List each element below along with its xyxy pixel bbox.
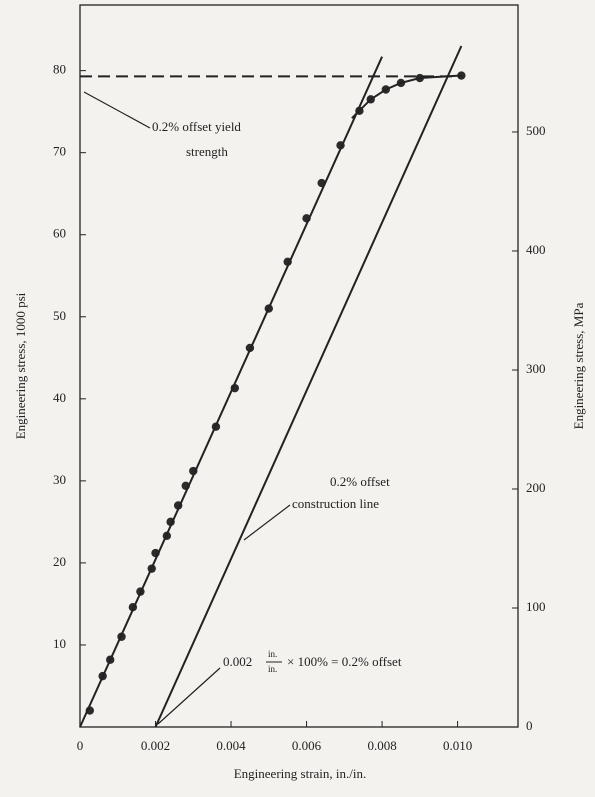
y2-tick-label: 0 (526, 718, 533, 733)
x-tick-label: 0 (77, 738, 84, 753)
line (351, 74, 462, 119)
line (154, 45, 463, 728)
x-tick-label: 0.010 (443, 738, 472, 753)
x-tick-label: 0.006 (292, 738, 322, 753)
x-tick-label: 0.002 (141, 738, 170, 753)
y-tick-label: 40 (53, 390, 66, 405)
annotation: construction line (292, 496, 379, 511)
annotation: 0.002 (223, 654, 252, 669)
y-tick-label: 10 (53, 636, 66, 651)
y2-tick-label: 200 (526, 480, 546, 495)
line (79, 56, 383, 728)
y-axis-label: Engineering stress, 1000 psi (13, 292, 28, 439)
y2-tick-label: 400 (526, 242, 546, 257)
y-tick-label: 20 (53, 554, 66, 569)
y-tick-label: 80 (53, 62, 66, 77)
y-tick-label: 60 (53, 226, 66, 241)
x-tick-label: 0.008 (367, 738, 396, 753)
annotation: in. (268, 664, 277, 674)
y-tick-label: 70 (53, 144, 66, 159)
annotation: in. (268, 649, 277, 659)
annotation: strength (186, 144, 228, 159)
y2-tick-label: 100 (526, 599, 546, 614)
x-axis-label: Engineering strain, in./in. (234, 766, 367, 781)
y2-axis-label: Engineering stress, MPa (571, 302, 586, 429)
y-tick-label: 30 (53, 472, 66, 487)
y-tick-label: 50 (53, 308, 66, 323)
plot-frame (79, 4, 519, 728)
y2-tick-label: 300 (526, 361, 546, 376)
arrow (83, 91, 151, 129)
y2-tick-label: 500 (526, 123, 546, 138)
annotation: 0.2% offset yield (152, 119, 241, 134)
arrow (243, 504, 291, 541)
arrow (157, 667, 221, 725)
annotation: × 100% = 0.2% offset (287, 654, 402, 669)
annotation: 0.2% offset (330, 474, 390, 489)
x-tick-label: 0.004 (216, 738, 246, 753)
